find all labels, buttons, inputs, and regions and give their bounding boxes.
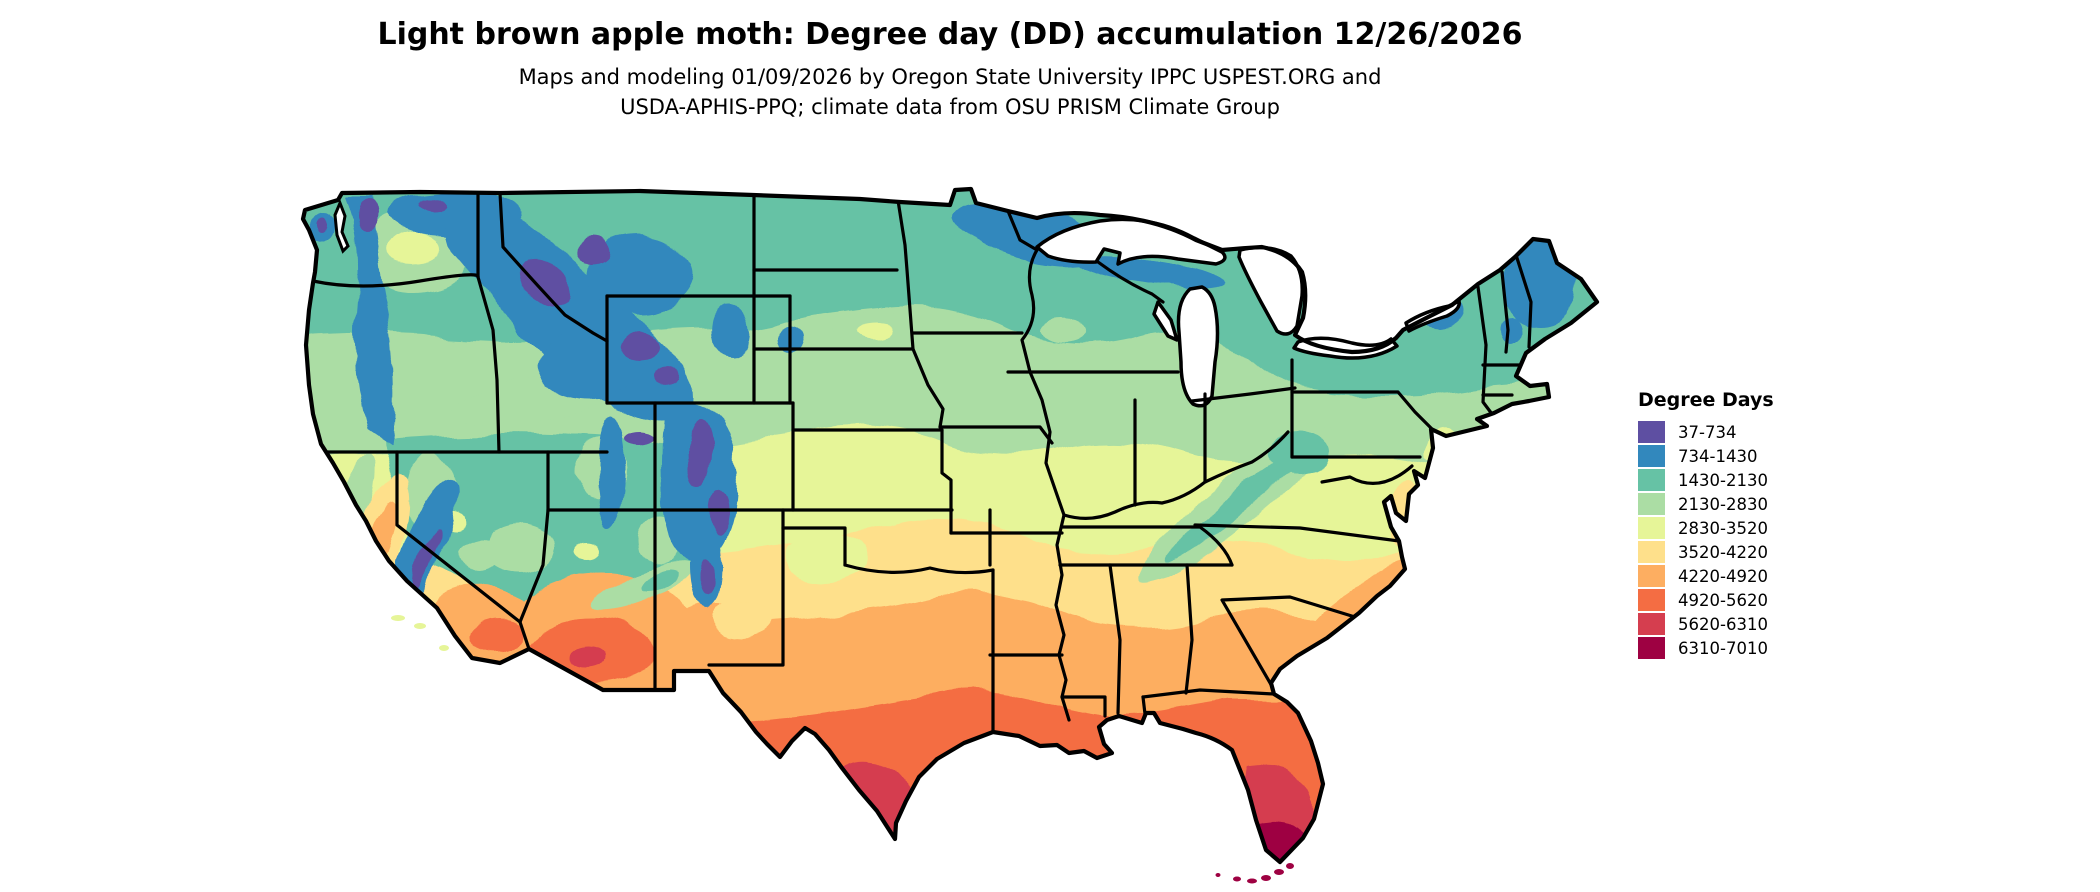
legend-label: 3520-4220 — [1678, 542, 1768, 562]
lake-michigan — [1176, 285, 1220, 408]
lake-erie — [1292, 336, 1399, 360]
us-outline — [300, 186, 1600, 865]
hot-south-texas — [822, 761, 912, 847]
legend-row: 5620-6310 — [1638, 612, 1774, 636]
legend-row: 1430-2130 — [1638, 468, 1774, 492]
legend-row: 734-1430 — [1638, 444, 1774, 468]
subtitle-line-1: Maps and modeling 01/09/2026 by Oregon S… — [518, 65, 1382, 89]
legend: Degree Days 37-734 734-1430 1430-2130 21… — [1638, 389, 1774, 660]
legend-label: 734-1430 — [1678, 446, 1758, 466]
legend-swatch-6310-7010 — [1638, 637, 1665, 659]
legend-row: 2830-3520 — [1638, 516, 1774, 540]
legend-swatch-2130-2830 — [1638, 493, 1665, 515]
legend-label: 37-734 — [1678, 422, 1737, 442]
legend-label: 2830-3520 — [1678, 518, 1768, 538]
puget-sound — [333, 198, 350, 254]
legend-swatch-4920-5620 — [1638, 589, 1665, 611]
legend-label: 2130-2830 — [1678, 494, 1768, 514]
page-subtitle: Maps and modeling 01/09/2026 by Oregon S… — [0, 62, 1900, 122]
legend-row: 3520-4220 — [1638, 540, 1774, 564]
legend-row: 37-734 — [1638, 420, 1774, 444]
legend-label: 6310-7010 — [1678, 638, 1768, 658]
legend-label: 4220-4920 — [1678, 566, 1768, 586]
legend-swatch-37-734 — [1638, 421, 1665, 443]
legend-row: 6310-7010 — [1638, 636, 1774, 660]
legend-row: 4220-4920 — [1638, 564, 1774, 588]
legend-swatch-734-1430 — [1638, 445, 1665, 467]
legend-title: Degree Days — [1638, 389, 1774, 411]
header: Light brown apple moth: Degree day (DD) … — [0, 0, 1900, 122]
channel-islands — [391, 615, 449, 651]
legend-label: 4920-5620 — [1678, 590, 1768, 610]
band-4920-5620 — [303, 689, 1597, 862]
legend-label: 1430-2130 — [1678, 470, 1768, 490]
legend-swatch-3520-4220 — [1638, 541, 1665, 563]
page-title: Light brown apple moth: Degree day (DD) … — [377, 17, 1523, 52]
subtitle-line-2: USDA-APHIS-PPQ; climate data from OSU PR… — [620, 95, 1280, 119]
legend-row: 2130-2830 — [1638, 492, 1774, 516]
legend-swatch-1430-2130 — [1638, 469, 1665, 491]
legend-swatch-5620-6310 — [1638, 613, 1665, 635]
legend-swatch-2830-3520 — [1638, 517, 1665, 539]
legend-label: 5620-6310 — [1678, 614, 1768, 634]
state-borders — [311, 191, 1533, 733]
green-bay — [1152, 300, 1179, 342]
legend-swatch-4220-4920 — [1638, 565, 1665, 587]
map-color-field — [303, 189, 1597, 862]
florida-keys — [1215, 863, 1294, 884]
mountain-purple-patches — [317, 198, 728, 596]
legend-row: 4920-5620 — [1638, 588, 1774, 612]
